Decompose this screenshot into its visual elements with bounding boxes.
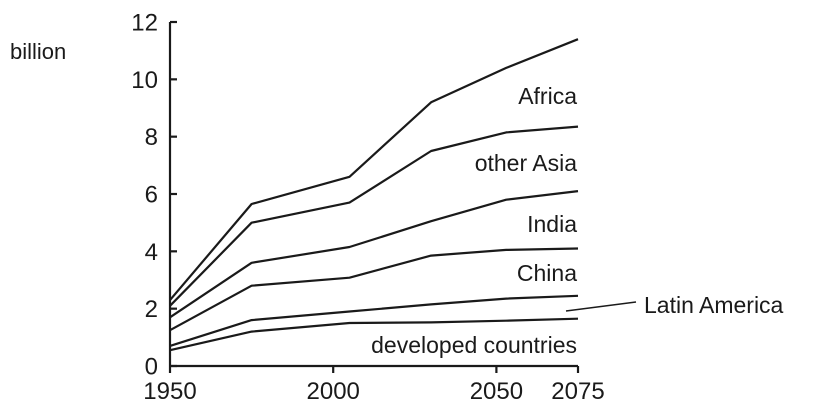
y-tick-label: 10 — [131, 67, 158, 94]
series-line-china — [169, 247, 579, 332]
series-line-latin-america — [169, 294, 579, 347]
y-tick-label: 4 — [145, 239, 158, 266]
series-line-other-asia — [169, 125, 579, 307]
series-label-developed-countries: developed countries — [371, 332, 577, 358]
series-label-china: China — [517, 260, 577, 286]
y-tick-label: 8 — [145, 124, 158, 151]
x-tick-label: 2000 — [307, 378, 360, 405]
latin-america-leader-line — [565, 301, 637, 312]
y-tick-label: 12 — [131, 10, 158, 37]
x-tick-label: 2075 — [551, 378, 604, 405]
y-tick-label: 6 — [145, 182, 158, 209]
axes: 0 2 4 6 8 10 12 1950 2000 2050 2075 — [131, 10, 604, 406]
x-tick-label: 2050 — [470, 378, 523, 405]
y-axis-unit-label: billion — [10, 39, 66, 64]
series-label-other-asia: other Asia — [475, 150, 577, 176]
series-line-africa — [169, 38, 579, 301]
series-line-developed-countries — [169, 317, 579, 352]
series-labels: developed countries Latin America China Ind… — [371, 83, 783, 358]
series-label-india: India — [527, 211, 577, 237]
x-tick-label: 1950 — [143, 378, 196, 405]
series-lines — [169, 38, 579, 352]
y-tick-label: 2 — [145, 296, 158, 323]
series-line-india — [169, 190, 579, 319]
y-tick-label: 0 — [145, 354, 158, 381]
series-label-africa: Africa — [518, 83, 577, 109]
series-label-latin-america: Latin America — [644, 292, 784, 318]
